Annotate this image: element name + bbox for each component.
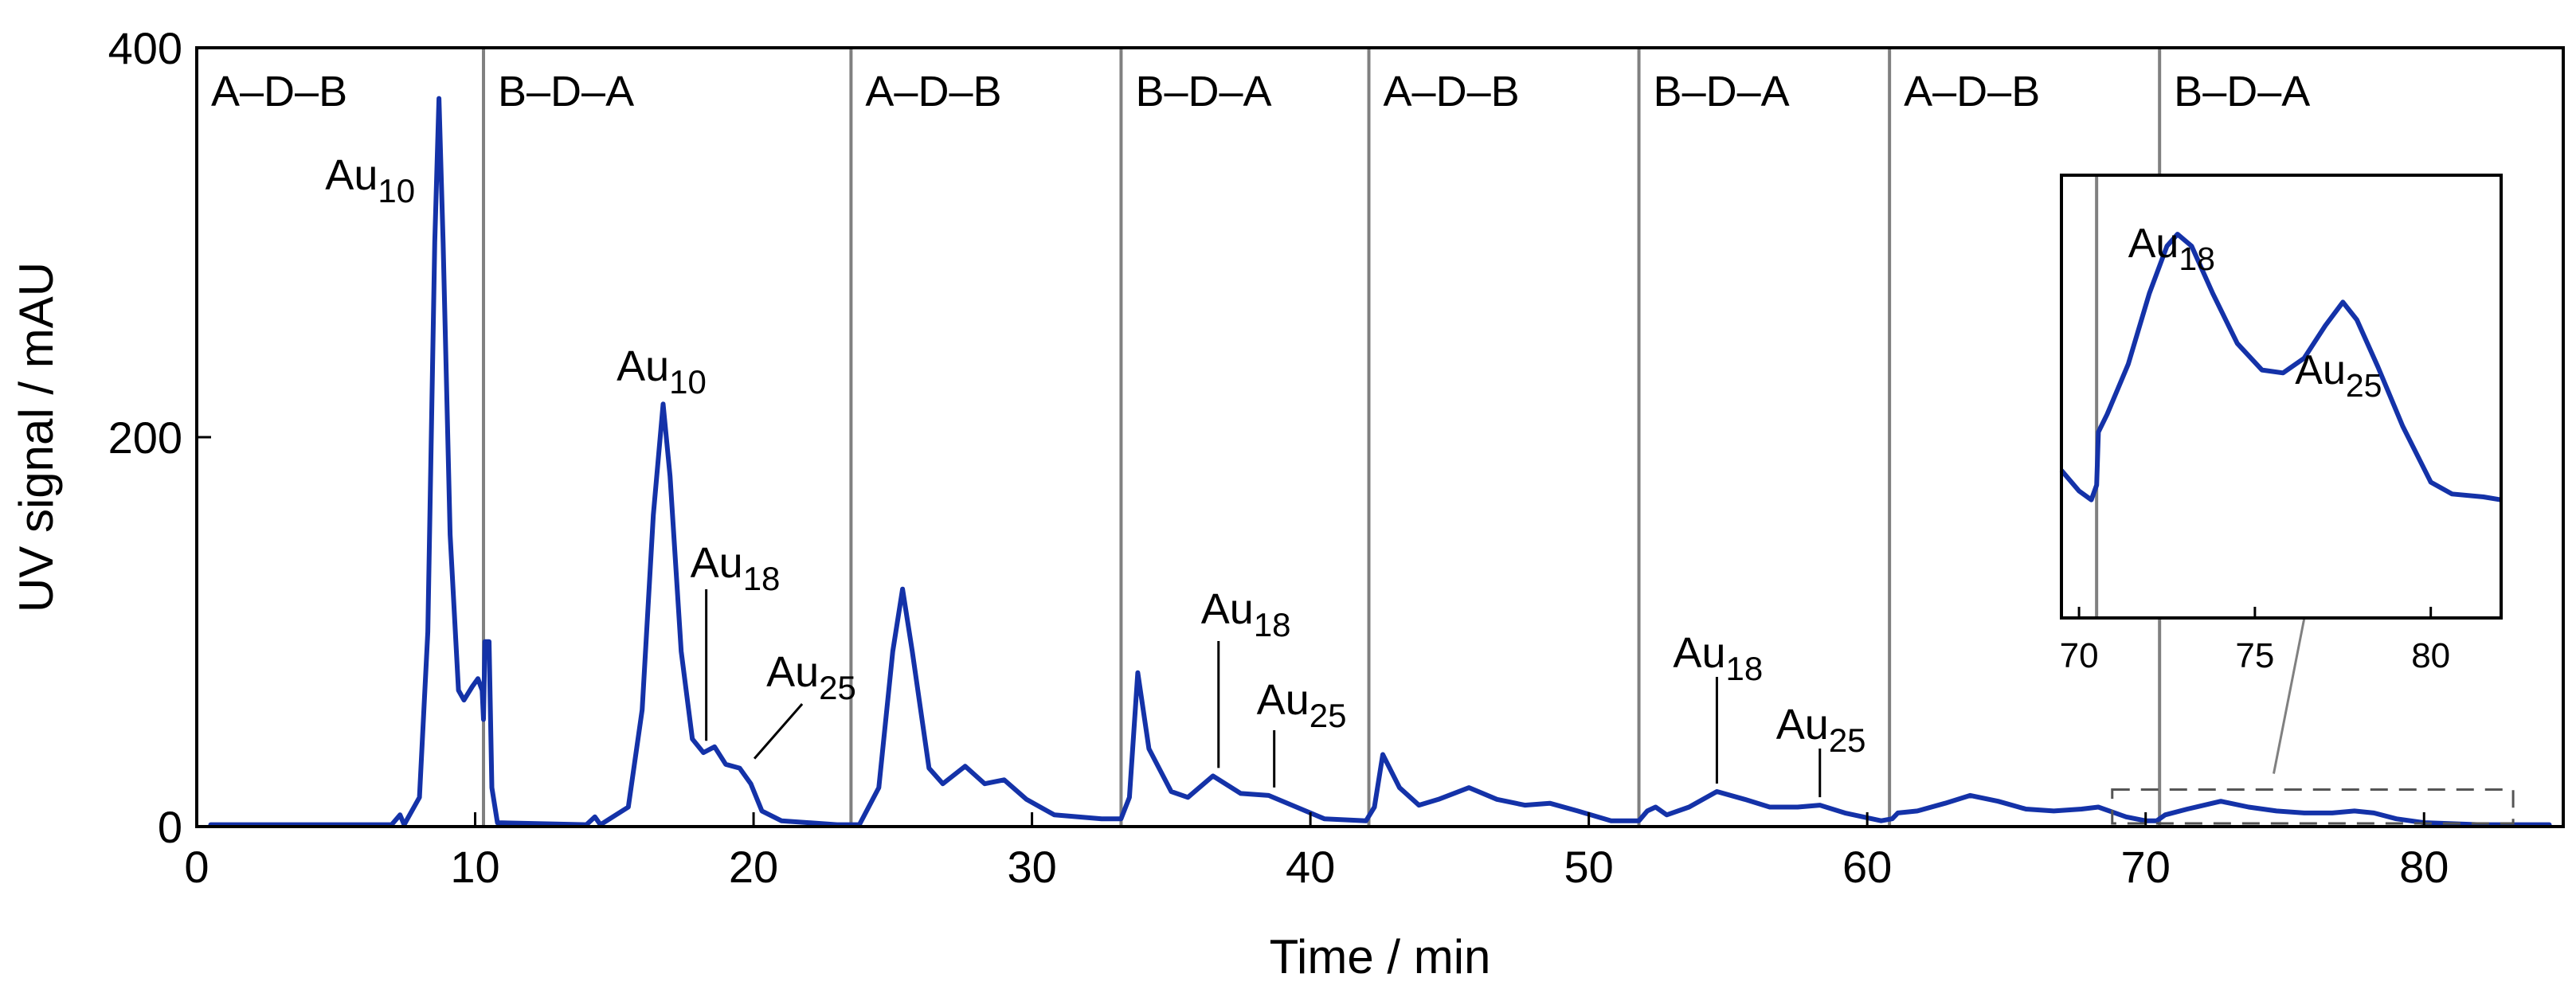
x-tick-label: 60 bbox=[1842, 842, 1892, 892]
inset-signal-line bbox=[2059, 232, 2502, 502]
x-tick-label: 0 bbox=[184, 842, 209, 892]
peak-label-au18: Au18 bbox=[1201, 585, 1291, 643]
inset-chart: 70 75 80 Au18 Au25 bbox=[2059, 174, 2503, 675]
y-axis-label: UV signal / mAU bbox=[10, 262, 63, 612]
y-tick-label: 0 bbox=[158, 802, 182, 852]
zoom-connector-line bbox=[2273, 617, 2306, 774]
x-tick-label: 80 bbox=[2399, 842, 2449, 892]
zoom-region-box bbox=[2111, 788, 2515, 825]
x-tick-label: 50 bbox=[1564, 842, 1613, 892]
x-tick-label: 20 bbox=[729, 842, 778, 892]
inset-x-tick-label: 70 bbox=[2060, 636, 2099, 675]
x-tick-label: 10 bbox=[450, 842, 499, 892]
peak-label-au18: Au18 bbox=[691, 539, 781, 597]
inset-x-tick-label: 80 bbox=[2411, 636, 2450, 675]
peak-label-au25: Au25 bbox=[766, 648, 856, 706]
uv-signal-line bbox=[208, 96, 2552, 827]
segment-label: A–D–B bbox=[865, 68, 1001, 115]
segment-label: B–D–A bbox=[2174, 68, 2310, 115]
inset-background bbox=[2061, 175, 2501, 618]
inset-frame bbox=[2060, 174, 2503, 620]
y-axis-ticks: 0 200 400 bbox=[108, 23, 211, 852]
peak-label-au10: Au10 bbox=[617, 342, 707, 401]
inset-peak-label-au18: Au18 bbox=[2128, 221, 2215, 277]
x-tick-label: 30 bbox=[1007, 842, 1056, 892]
inset-x-tick-label: 75 bbox=[2235, 636, 2274, 675]
peak-label-au25: Au25 bbox=[1776, 701, 1866, 759]
annotation-leader-4 bbox=[753, 703, 804, 760]
segment-label: B–D–A bbox=[1654, 68, 1790, 115]
x-axis-ticks: 0 10 20 30 40 50 60 70 80 bbox=[184, 812, 2449, 892]
inset-peak-label-au25: Au25 bbox=[2295, 347, 2382, 404]
segment-label: A–D–B bbox=[1904, 68, 2040, 115]
y-tick-label: 200 bbox=[108, 412, 182, 463]
segment-label: B–D–A bbox=[1135, 68, 1271, 115]
peak-label-au18: Au18 bbox=[1673, 629, 1763, 687]
peak-label-au10: Au10 bbox=[325, 151, 415, 209]
y-tick-label: 400 bbox=[108, 23, 182, 73]
segment-labels: A–D–B B–D–A A–D–B B–D–A A–D–B B–D–A A–D–B B–D–A bbox=[211, 68, 2310, 115]
segment-label: A–D–B bbox=[211, 68, 347, 115]
segment-label: B–D–A bbox=[498, 68, 634, 115]
x-axis-label: Time / min bbox=[1270, 930, 1491, 983]
x-tick-label: 70 bbox=[2121, 842, 2171, 892]
x-tick-label: 40 bbox=[1286, 842, 1335, 892]
segment-label: A–D–B bbox=[1384, 68, 1520, 115]
peak-label-au25: Au25 bbox=[1257, 676, 1347, 734]
